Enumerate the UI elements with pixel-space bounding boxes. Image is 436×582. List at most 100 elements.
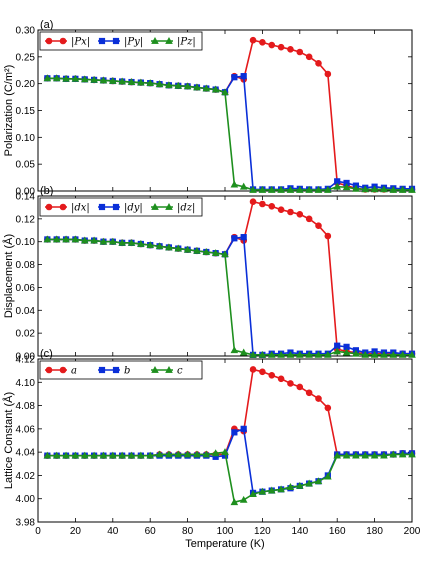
data-point	[258, 185, 267, 193]
data-point	[296, 383, 304, 391]
data-point	[211, 85, 220, 93]
data-point	[249, 350, 257, 358]
legend-marker	[112, 203, 120, 211]
data-point	[333, 451, 342, 459]
data-point	[305, 350, 313, 358]
data-point	[127, 451, 136, 459]
data-point	[408, 185, 416, 193]
data-point	[305, 185, 313, 193]
data-point	[193, 83, 201, 91]
legend-marker	[98, 37, 106, 45]
data-point	[352, 349, 360, 357]
legend-label: a	[71, 366, 77, 377]
y-tick-label: 0.14	[16, 192, 36, 203]
data-point	[108, 451, 117, 459]
data-point	[324, 350, 332, 358]
y-tick-label: 3.98	[16, 518, 36, 529]
data-point	[71, 451, 80, 459]
data-point	[380, 350, 388, 358]
data-point	[380, 185, 388, 193]
data-point	[259, 200, 266, 208]
data-point	[99, 451, 108, 459]
data-point	[267, 486, 276, 494]
data-point	[333, 182, 342, 190]
x-tick-label: 120	[254, 526, 271, 537]
legend: |dx| |dy| |dz|	[39, 197, 203, 217]
y-axis-label: Displacement (Å)	[2, 234, 15, 318]
y-axis-label: Lattice Constant (Å)	[2, 392, 15, 489]
data-point	[202, 450, 211, 458]
series-pz	[43, 74, 416, 193]
data-point	[62, 451, 70, 459]
panel-b: 0.00 0.02 0.04 0.06 0.08 0.10 0.12 0.14 Displace…	[2, 185, 416, 363]
data-point	[315, 222, 322, 230]
series-dx	[44, 198, 416, 358]
data-point	[398, 350, 407, 358]
data-point	[314, 477, 323, 485]
y-tick-label: 4.00	[16, 494, 36, 505]
data-point	[249, 198, 257, 206]
legend-marker	[45, 203, 53, 211]
legend-marker	[165, 36, 173, 44]
legend: |Px| |Py| |Pz|	[39, 31, 203, 51]
data-point	[146, 79, 155, 87]
data-point	[90, 75, 98, 83]
data-point	[118, 77, 126, 85]
data-point	[239, 182, 248, 190]
data-point	[389, 450, 398, 458]
data-point	[62, 74, 70, 82]
legend-label: |Px|	[71, 37, 90, 48]
y-tick-label: 0.25	[16, 52, 36, 63]
data-point	[305, 479, 313, 487]
x-tick-label: 0	[35, 526, 41, 537]
panel-c: 3.98 4.00 4.02 4.04 4.06 4.08 4.10 4.12 0 20 40 60 8…	[2, 348, 421, 550]
data-point	[324, 472, 332, 480]
data-point	[80, 75, 89, 83]
data-point	[80, 451, 89, 459]
y-tick-label: 0.20	[16, 79, 36, 90]
x-tick-label: 60	[145, 526, 157, 537]
data-point	[211, 449, 220, 457]
data-point	[108, 76, 117, 84]
data-point	[249, 366, 257, 373]
legend-marker	[112, 37, 120, 45]
data-point	[333, 347, 342, 355]
y-tick-label: 0.08	[16, 260, 36, 271]
data-point	[370, 350, 379, 358]
data-point	[137, 451, 145, 459]
y-tick-label: 0.30	[16, 26, 36, 37]
y-tick-label: 4.06	[16, 424, 36, 435]
data-point	[268, 202, 276, 210]
data-point	[361, 350, 370, 358]
x-tick-label: 180	[366, 526, 383, 537]
data-point	[258, 350, 267, 358]
data-point	[277, 185, 285, 193]
data-point	[398, 450, 407, 458]
data-point	[342, 348, 351, 356]
x-tick-label: 40	[107, 526, 119, 537]
data-point	[277, 485, 285, 493]
data-point	[287, 46, 294, 53]
legend-marker	[59, 37, 67, 45]
legend-marker	[165, 202, 173, 210]
data-point	[370, 185, 379, 193]
x-tick-label: 200	[404, 526, 421, 537]
data-point	[240, 73, 247, 80]
panel-tag: (a)	[40, 19, 53, 31]
legend-label: |dy|	[124, 203, 143, 214]
data-point	[259, 368, 266, 376]
data-point	[408, 350, 416, 358]
data-point	[52, 451, 61, 459]
legend-marker	[45, 37, 53, 45]
legend-marker	[98, 203, 106, 211]
data-point	[352, 184, 360, 192]
data-point	[389, 185, 398, 193]
data-point	[165, 450, 173, 458]
legend-label: b	[124, 366, 130, 377]
data-point	[286, 483, 295, 490]
data-point	[324, 185, 332, 193]
data-point	[305, 215, 313, 223]
panel-tag: (b)	[40, 185, 53, 197]
data-point	[249, 490, 257, 497]
data-point	[324, 404, 332, 412]
